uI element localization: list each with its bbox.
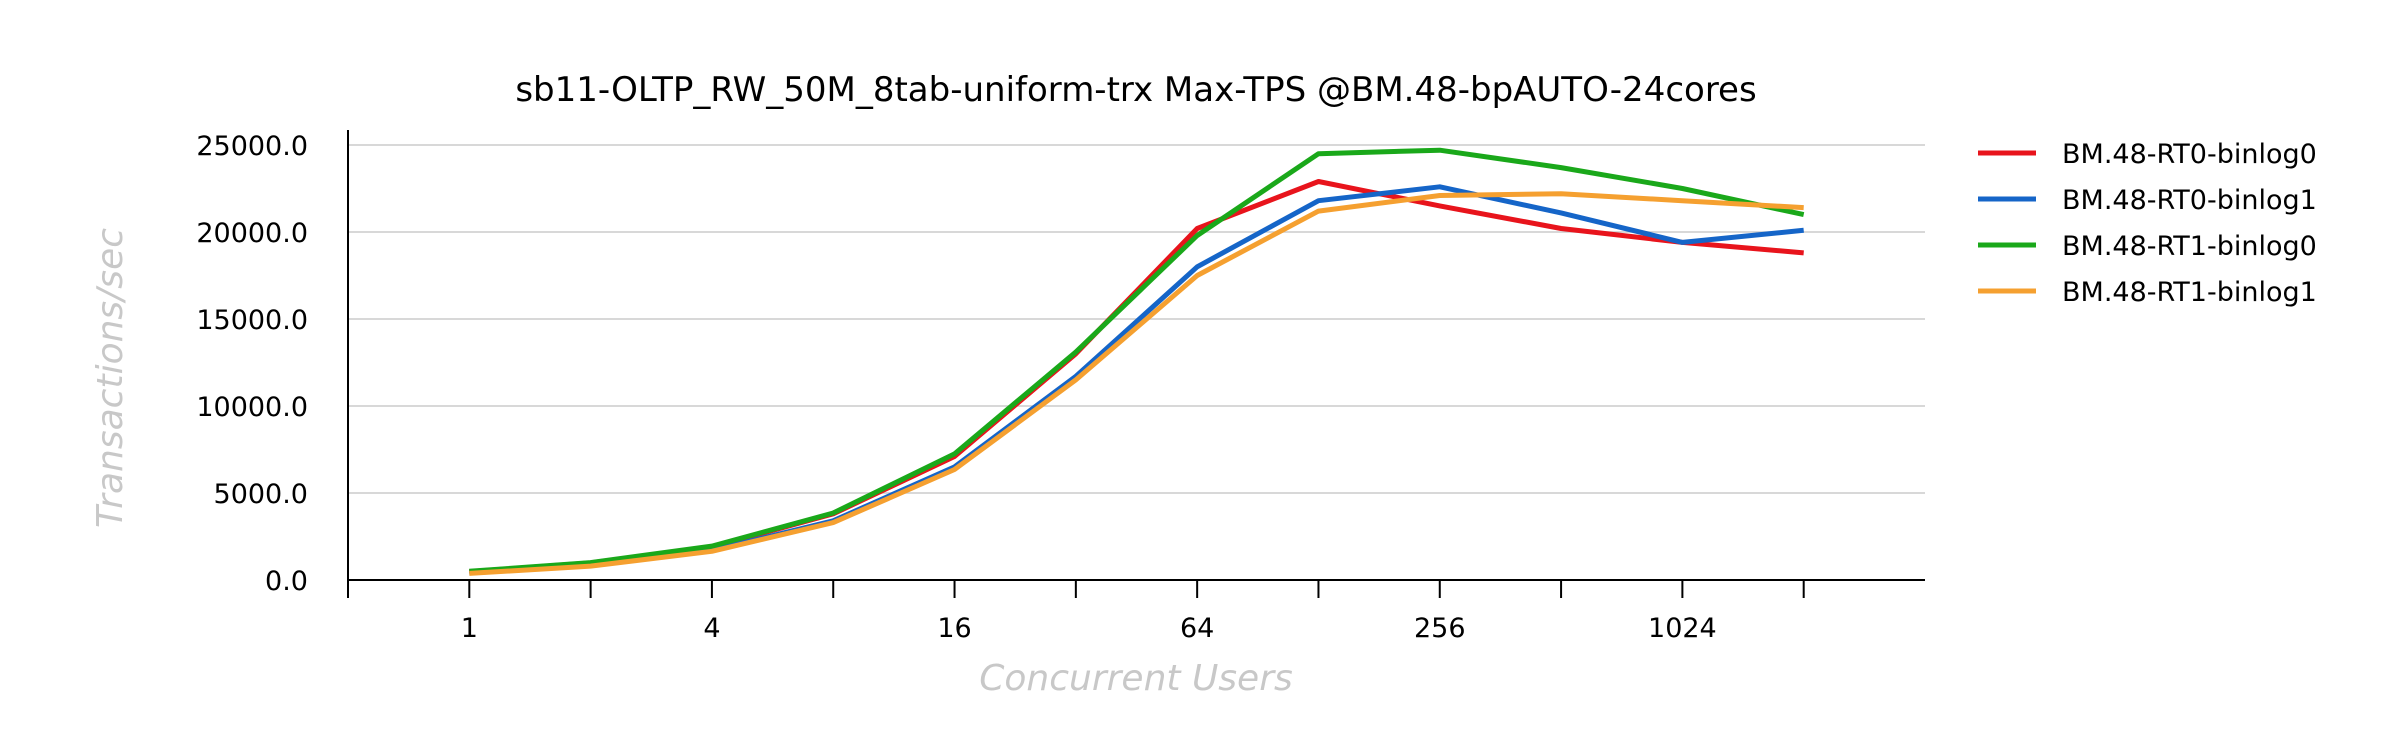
y-tick-label: 5000.0 [214, 479, 308, 510]
series-line-3 [469, 147, 1805, 574]
x-tick-labels: 1 4 16 64 256 1024 [461, 613, 1717, 644]
legend-label: BM.48-RT1-binlog1 [2062, 277, 2317, 308]
legend: BM.48-RT0-binlog0 BM.48-RT0-binlog1 BM.48-… [1978, 139, 2317, 308]
x-tick-label: 1024 [1648, 613, 1717, 644]
y-tick-label: 25000.0 [196, 131, 308, 162]
series-line-4 [469, 191, 1804, 576]
y-tick-label: 15000.0 [196, 305, 308, 336]
legend-label: BM.48-RT0-binlog0 [2062, 139, 2317, 170]
series-lines [469, 147, 1805, 576]
legend-label: BM.48-RT0-binlog1 [2062, 185, 2317, 216]
chart-title: sb11-OLTP_RW_50M_8tab-uniform-trx Max-TP… [515, 70, 1756, 110]
y-tick-label: 10000.0 [196, 392, 308, 423]
y-tick-label: 20000.0 [196, 218, 308, 249]
x-tick-label: 256 [1414, 613, 1466, 644]
y-tick-label: 0.0 [265, 566, 308, 597]
legend-label: BM.48-RT1-binlog0 [2062, 231, 2317, 262]
x-tick-label: 64 [1180, 613, 1214, 644]
y-axis-label: Transactions/sec [90, 228, 131, 528]
x-tick-label: 16 [937, 613, 971, 644]
series-line-1 [469, 179, 1804, 575]
series-line-2 [469, 184, 1804, 576]
axes [347, 130, 1925, 598]
x-axis-label: Concurrent Users [979, 658, 1293, 699]
x-tick-label: 4 [703, 613, 720, 644]
y-tick-labels: 0.0 5000.0 10000.0 15000.0 20000.0 25000.0 [196, 131, 308, 597]
x-tick-label: 1 [461, 613, 478, 644]
